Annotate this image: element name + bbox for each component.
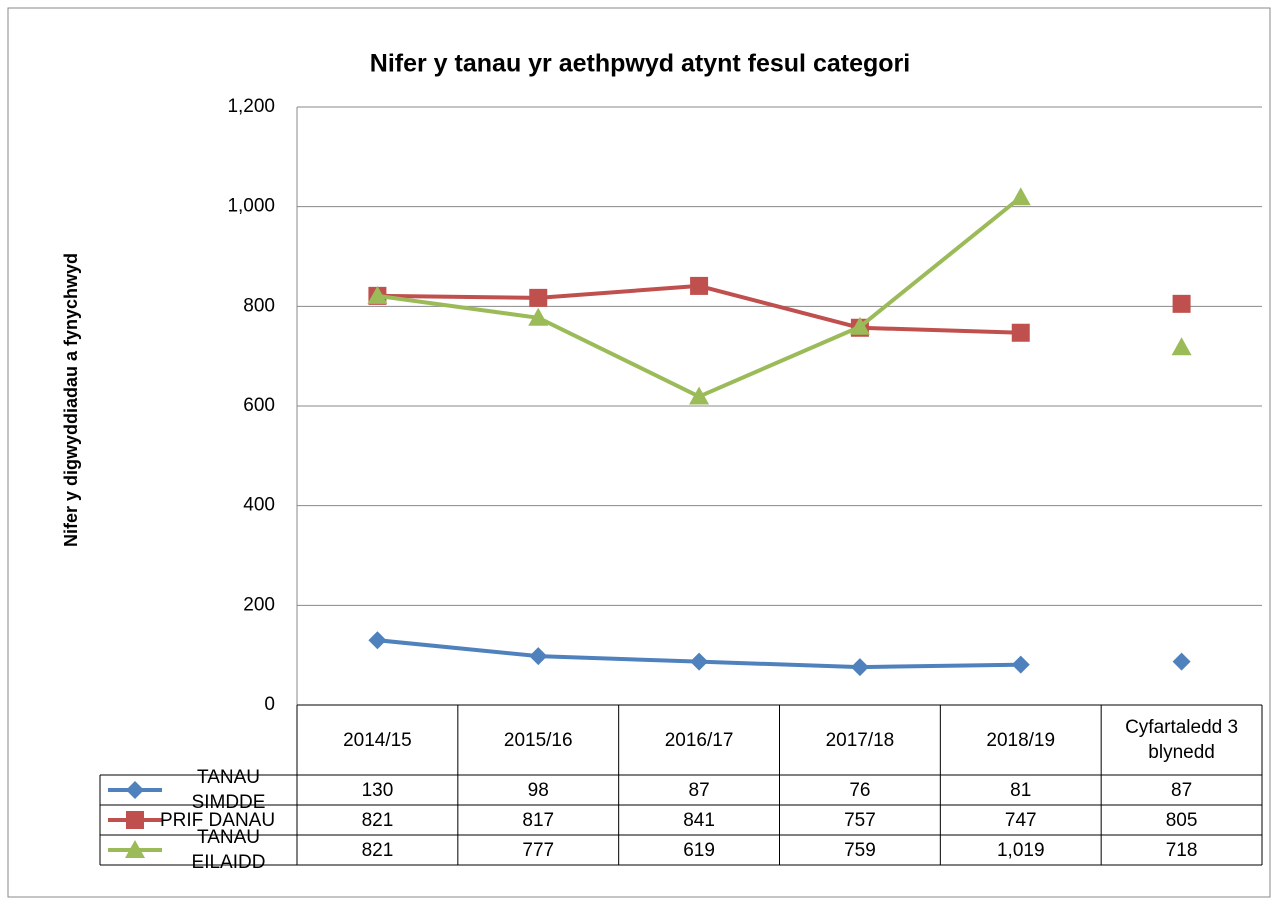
data-label: 81 <box>1010 779 1032 801</box>
data-label: 619 <box>683 839 715 861</box>
data-point <box>690 276 709 295</box>
data-label: 821 <box>361 809 394 831</box>
y-axis-title: Nifer y digwyddiadau a fynychwyd <box>61 253 81 547</box>
data-point <box>1171 337 1192 356</box>
data-label: 87 <box>688 779 710 801</box>
data-label: 805 <box>1165 809 1198 831</box>
legend-marker <box>126 811 144 829</box>
data-point <box>1011 323 1030 342</box>
x-tick-label: 2016/17 <box>664 729 734 751</box>
data-point <box>1172 294 1191 313</box>
data-point <box>690 652 709 671</box>
data-label: 87 <box>1171 779 1193 801</box>
data-label: 821 <box>361 839 394 861</box>
data-point <box>1011 655 1030 674</box>
data-point <box>528 307 549 326</box>
chart-title: Nifer y tanau yr aethpwyd atynt fesul ca… <box>370 50 910 78</box>
y-tick-label: 200 <box>243 594 275 615</box>
x-tick-label: 2015/16 <box>503 729 573 751</box>
legend-label: PRIF DANAU <box>160 809 276 831</box>
data-label: 718 <box>1165 839 1198 861</box>
y-tick-label: 600 <box>243 395 275 416</box>
legend-label: TANAU SIMDDE <box>191 767 266 813</box>
x-tick-label: 2014/15 <box>343 729 412 751</box>
data-label: 98 <box>527 779 549 801</box>
data-point <box>689 386 710 405</box>
y-tick-label: 400 <box>243 495 275 516</box>
data-point <box>368 631 387 650</box>
y-tick-label: 0 <box>264 694 275 715</box>
data-label: 817 <box>522 809 555 831</box>
data-point <box>849 316 870 335</box>
legend-marker <box>125 840 145 858</box>
data-label: 1,019 <box>996 839 1045 861</box>
data-point <box>850 658 869 677</box>
data-label: 747 <box>1004 809 1037 831</box>
data-label: 759 <box>844 839 876 861</box>
y-tick-label: 1,200 <box>227 96 275 117</box>
data-point <box>529 288 548 307</box>
data-label: 841 <box>683 809 715 831</box>
data-point <box>1172 652 1191 671</box>
chart-border <box>7 7 1271 898</box>
x-tick-label: 2017/18 <box>825 729 895 751</box>
y-tick-label: 800 <box>243 295 275 316</box>
y-tick-label: 1,000 <box>227 196 275 217</box>
data-label: 76 <box>849 779 871 801</box>
data-label: 757 <box>844 809 876 831</box>
legend-marker <box>126 781 144 799</box>
data-point <box>529 647 548 666</box>
data-label: 777 <box>522 839 555 861</box>
data-point <box>367 285 388 304</box>
x-tick-label: Cyfartaledd 3 blynedd <box>1125 717 1239 763</box>
legend-label: TANAU EILAIDD <box>191 827 266 873</box>
data-label: 130 <box>361 779 394 801</box>
x-tick-label: 2018/19 <box>986 729 1056 751</box>
data-point <box>1010 187 1031 206</box>
